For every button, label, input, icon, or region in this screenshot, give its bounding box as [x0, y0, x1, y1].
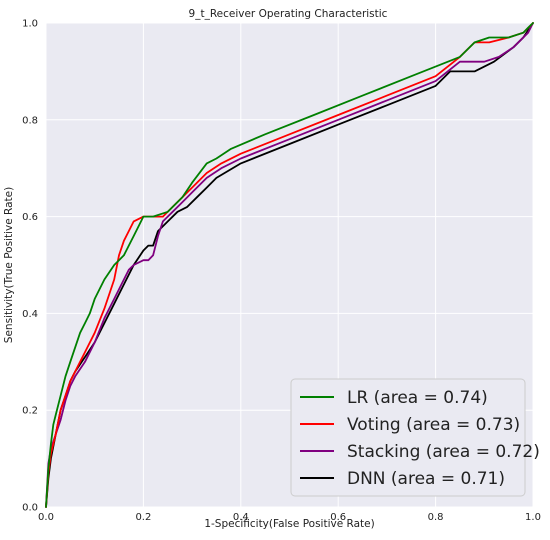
grid-lines	[45, 22, 534, 508]
x-tick-label: 0.0	[38, 512, 54, 523]
series-lines	[45, 22, 534, 508]
legend-item-label: DNN (area = 0.71)	[347, 469, 505, 489]
x-tick-label: 0.8	[428, 512, 444, 523]
legend: LR (area = 0.74) Voting (area = 0.73) Stac…	[290, 378, 540, 497]
y-axis-ticks: 0.0 0.2 0.4 0.6 0.8 1.0	[22, 19, 38, 514]
y-tick-label: 0.8	[22, 115, 38, 126]
x-tick-label: 0.6	[330, 512, 346, 523]
y-tick-label: 1.0	[22, 19, 38, 30]
y-tick-label: 0.4	[22, 309, 38, 320]
legend-item-label: Voting (area = 0.73)	[347, 415, 520, 435]
x-axis-label: 1-Specificity(False Positive Rate)	[204, 518, 374, 530]
legend-item-label: Stacking (area = 0.72)	[347, 442, 540, 462]
x-axis-ticks: 0.0 0.2 0.4 0.6 0.8 1.0	[38, 512, 541, 523]
series-line	[45, 22, 534, 508]
legend-box	[290, 378, 526, 497]
legend-item-label: LR (area = 0.74)	[347, 388, 488, 408]
y-tick-label: 0.2	[22, 406, 38, 417]
x-tick-label: 0.4	[233, 512, 249, 523]
y-tick-label: 0.6	[22, 212, 38, 223]
y-tick-label: 0.0	[22, 503, 38, 514]
x-tick-label: 0.2	[135, 512, 151, 523]
y-axis-label: Sensitivity(True Positive Rate)	[3, 187, 15, 343]
chart-title: 9_t_Receiver Operating Characteristic	[189, 8, 388, 20]
x-tick-label: 1.0	[525, 512, 541, 523]
series-line	[45, 22, 534, 508]
